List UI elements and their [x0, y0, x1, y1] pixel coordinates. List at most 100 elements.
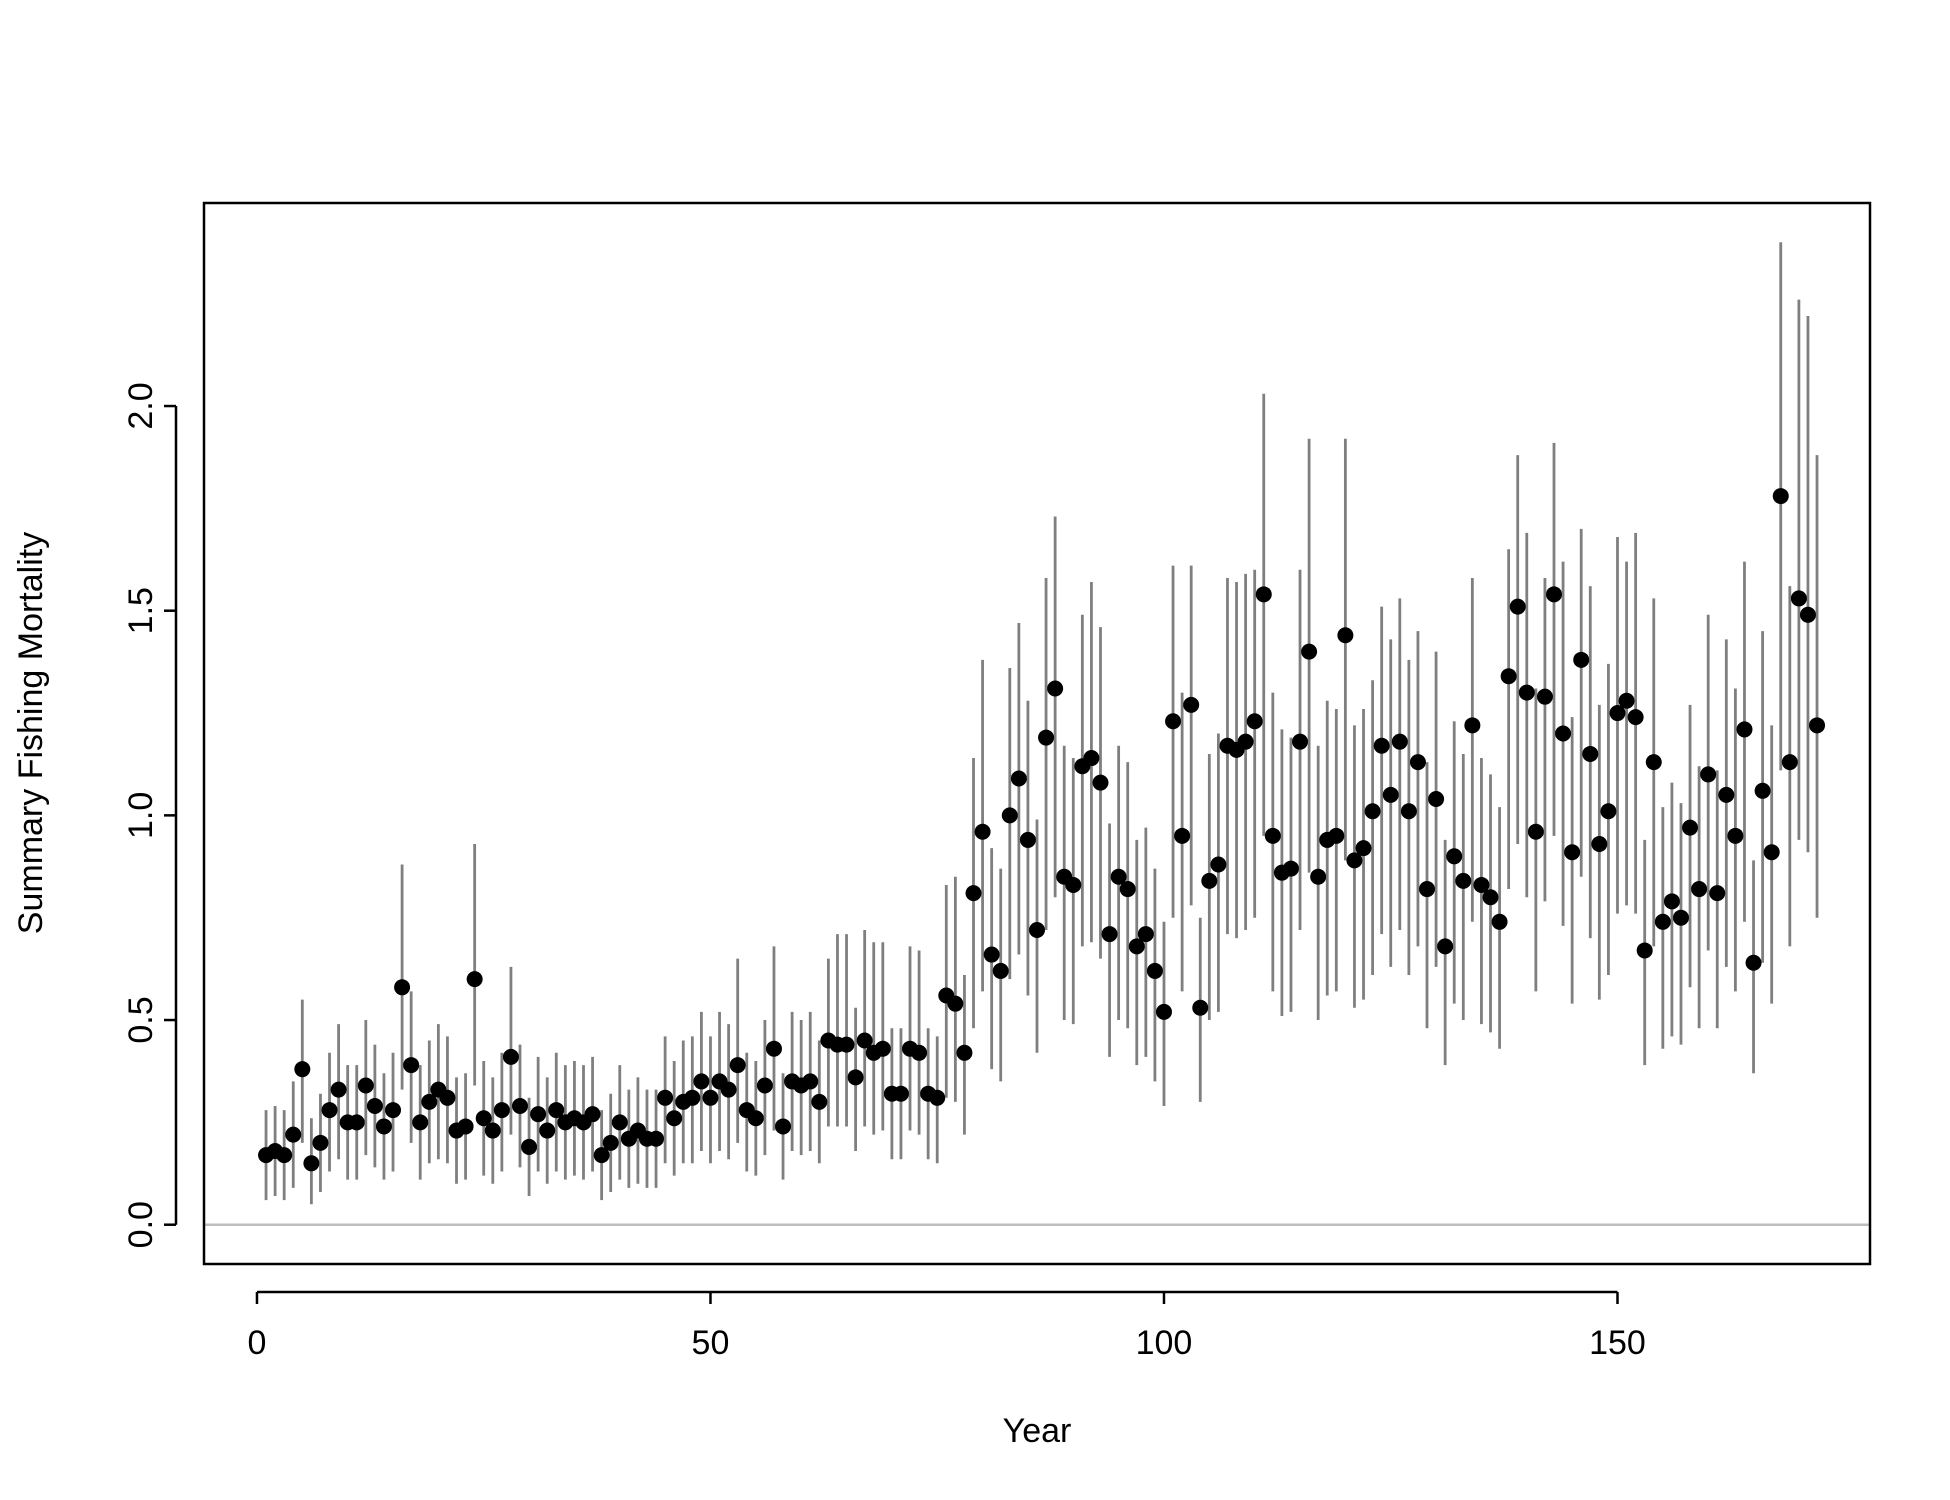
point — [956, 1044, 973, 1061]
point — [1645, 754, 1662, 771]
point — [1446, 848, 1463, 865]
point — [1682, 819, 1699, 836]
point — [1119, 881, 1136, 898]
point — [648, 1130, 665, 1147]
point — [1047, 680, 1064, 697]
point — [530, 1106, 547, 1123]
point — [1382, 786, 1399, 803]
point — [1627, 709, 1644, 726]
point — [1754, 782, 1771, 799]
point — [412, 1114, 429, 1131]
point — [1282, 860, 1299, 877]
point — [666, 1110, 683, 1127]
point — [847, 1069, 864, 1086]
point — [838, 1036, 855, 1053]
point — [1545, 586, 1562, 603]
point — [1409, 754, 1426, 771]
point — [1509, 598, 1526, 615]
point — [1337, 627, 1354, 644]
point — [1110, 868, 1127, 885]
point — [1355, 840, 1372, 857]
point — [1718, 786, 1735, 803]
point — [1301, 643, 1318, 660]
point — [1010, 770, 1027, 787]
point — [1555, 725, 1572, 742]
point — [1038, 729, 1055, 746]
point — [947, 995, 964, 1012]
x-axis-label: Year — [1003, 1412, 1072, 1450]
y-tick-label: 1.5 — [122, 587, 160, 634]
point — [765, 1040, 782, 1057]
point — [1165, 713, 1182, 730]
point — [1564, 844, 1581, 861]
point — [330, 1081, 347, 1098]
point — [357, 1077, 374, 1094]
point — [684, 1089, 701, 1106]
point — [403, 1057, 420, 1074]
point — [439, 1089, 456, 1106]
point — [1636, 942, 1653, 959]
point — [1727, 827, 1744, 844]
point — [1527, 823, 1544, 840]
point — [521, 1138, 538, 1155]
point — [1700, 766, 1717, 783]
point — [1146, 962, 1163, 979]
point — [484, 1122, 501, 1139]
point — [1065, 876, 1082, 893]
point — [348, 1114, 365, 1131]
point — [1428, 790, 1445, 807]
point — [321, 1102, 338, 1119]
point — [729, 1057, 746, 1074]
point — [1255, 586, 1272, 603]
point — [1663, 893, 1680, 910]
point — [992, 962, 1009, 979]
point — [312, 1134, 329, 1151]
point — [421, 1093, 438, 1110]
point — [466, 971, 483, 988]
point — [1101, 926, 1118, 943]
point — [1328, 827, 1345, 844]
point — [1174, 827, 1191, 844]
point — [892, 1085, 909, 1102]
point — [611, 1114, 628, 1131]
point — [1155, 1003, 1172, 1020]
point — [1201, 872, 1218, 889]
point — [1609, 705, 1626, 722]
point — [1500, 668, 1517, 685]
point — [1763, 844, 1780, 861]
point — [1482, 889, 1499, 906]
point — [1799, 606, 1816, 623]
point — [1691, 881, 1708, 898]
point — [702, 1089, 719, 1106]
point — [1029, 921, 1045, 938]
point — [457, 1118, 474, 1135]
point — [1001, 807, 1018, 824]
point — [1809, 717, 1826, 734]
point — [1709, 885, 1726, 902]
point — [1264, 827, 1281, 844]
point — [1391, 733, 1408, 750]
point — [1745, 954, 1762, 971]
point — [1464, 717, 1481, 734]
point — [593, 1147, 610, 1164]
point — [502, 1048, 519, 1065]
point — [1364, 803, 1381, 820]
point — [1672, 909, 1689, 926]
y-tick-label: 2.0 — [122, 382, 160, 429]
point — [1573, 651, 1590, 668]
point — [602, 1134, 619, 1151]
point — [911, 1044, 928, 1061]
point — [747, 1110, 764, 1127]
point — [1536, 688, 1553, 705]
point — [1310, 868, 1327, 885]
point — [1210, 856, 1227, 873]
point — [1772, 488, 1789, 505]
point — [802, 1073, 819, 1090]
x-tick-label: 50 — [692, 1324, 730, 1362]
point — [1473, 876, 1490, 893]
point — [1790, 590, 1807, 607]
point — [1654, 913, 1671, 930]
point — [874, 1040, 891, 1057]
point — [756, 1077, 773, 1094]
point — [1419, 881, 1436, 898]
